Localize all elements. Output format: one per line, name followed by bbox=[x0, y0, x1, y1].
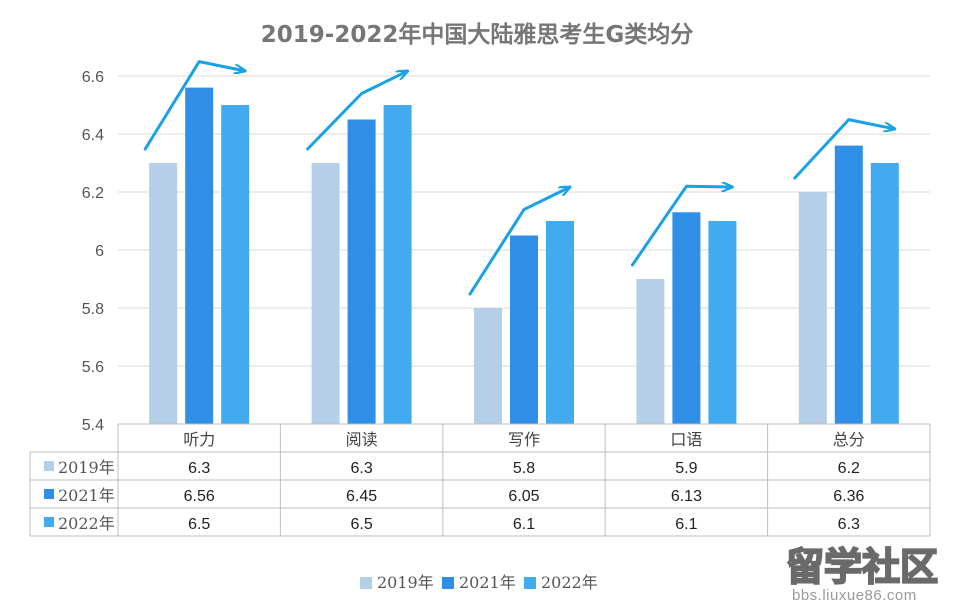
table-row-label: 2022年 bbox=[58, 514, 115, 533]
table-cell: 5.9 bbox=[675, 460, 697, 477]
bars bbox=[149, 87, 899, 424]
table-cell: 6.45 bbox=[346, 488, 377, 505]
category-label: 总分 bbox=[833, 430, 865, 449]
legend-entry: 2019年 bbox=[377, 573, 434, 592]
table-cell: 6.1 bbox=[513, 516, 535, 533]
table-row-swatch bbox=[44, 489, 54, 499]
chart-title: 2019-2022年中国大陆雅思考生G类均分 bbox=[261, 21, 693, 48]
trend-arrow bbox=[468, 187, 570, 296]
table-row-label: 2021年 bbox=[58, 486, 115, 505]
bar bbox=[672, 212, 701, 424]
table-cell: 6.3 bbox=[188, 460, 210, 477]
table-cell: 6.56 bbox=[184, 488, 215, 505]
watermark-text: 留学社区 bbox=[786, 545, 938, 589]
bar bbox=[311, 163, 340, 424]
table-cell: 6.36 bbox=[833, 488, 864, 505]
y-tick-label: 6 bbox=[95, 243, 104, 260]
y-tick-label: 5.6 bbox=[82, 359, 104, 376]
y-tick-label: 5.4 bbox=[82, 417, 104, 434]
table-row-swatch bbox=[44, 461, 54, 471]
bar bbox=[149, 163, 178, 424]
category-label: 写作 bbox=[508, 430, 540, 449]
legend-swatch bbox=[442, 577, 454, 589]
trend-arrows bbox=[143, 60, 895, 296]
bar bbox=[510, 235, 538, 424]
bar bbox=[834, 145, 863, 424]
bar bbox=[185, 87, 214, 424]
watermark: 留学社区 bbs.liuxue86.com bbox=[785, 544, 939, 604]
table-cell: 6.13 bbox=[671, 488, 702, 505]
bar bbox=[474, 308, 502, 424]
y-tick-label: 6.6 bbox=[82, 69, 104, 86]
bar bbox=[383, 105, 412, 424]
table-row-label: 2019年 bbox=[58, 458, 115, 477]
bar bbox=[347, 119, 376, 424]
trend-arrow bbox=[793, 118, 895, 180]
table-cell: 6.2 bbox=[838, 460, 860, 477]
table-cell: 6.5 bbox=[188, 516, 210, 533]
category-label: 口语 bbox=[670, 430, 702, 449]
trend-arrow bbox=[630, 186, 734, 267]
bar bbox=[870, 163, 899, 424]
y-tick-label: 6.4 bbox=[82, 127, 104, 144]
table-cell: 5.8 bbox=[513, 460, 535, 477]
table-cell: 6.3 bbox=[838, 516, 860, 533]
table-row-swatch bbox=[44, 517, 54, 527]
legend-entry: 2022年 bbox=[541, 573, 598, 592]
bar bbox=[708, 221, 737, 424]
category-label: 听力 bbox=[183, 430, 215, 449]
legend: 2019年 2021年 2022年 bbox=[360, 573, 598, 592]
bar bbox=[636, 279, 665, 424]
bar bbox=[546, 221, 574, 424]
table-cell: 6.5 bbox=[350, 516, 372, 533]
legend-entry: 2021年 bbox=[459, 573, 516, 592]
bar bbox=[221, 105, 250, 424]
y-tick-label: 5.8 bbox=[82, 301, 104, 318]
bar bbox=[798, 192, 827, 424]
trend-arrow bbox=[306, 71, 408, 151]
table-cell: 6.1 bbox=[675, 516, 697, 533]
data-table: 听力 阅读 写作 口语 总分 2019年 6.3 6.3 5.8 5.9 6.2 2021年 6.56 6… bbox=[29, 423, 931, 537]
y-tick-label: 6.2 bbox=[82, 185, 104, 202]
category-label: 阅读 bbox=[346, 430, 378, 449]
table-cell: 6.3 bbox=[350, 460, 372, 477]
table-cell: 6.05 bbox=[508, 488, 539, 505]
watermark-url: bbs.liuxue86.com bbox=[792, 587, 917, 604]
legend-swatch bbox=[524, 577, 536, 589]
trend-arrow bbox=[143, 60, 245, 151]
legend-swatch bbox=[360, 577, 372, 589]
y-axis-ticks: 6.6 6.4 6.2 6 5.8 5.6 5.4 bbox=[82, 69, 104, 434]
